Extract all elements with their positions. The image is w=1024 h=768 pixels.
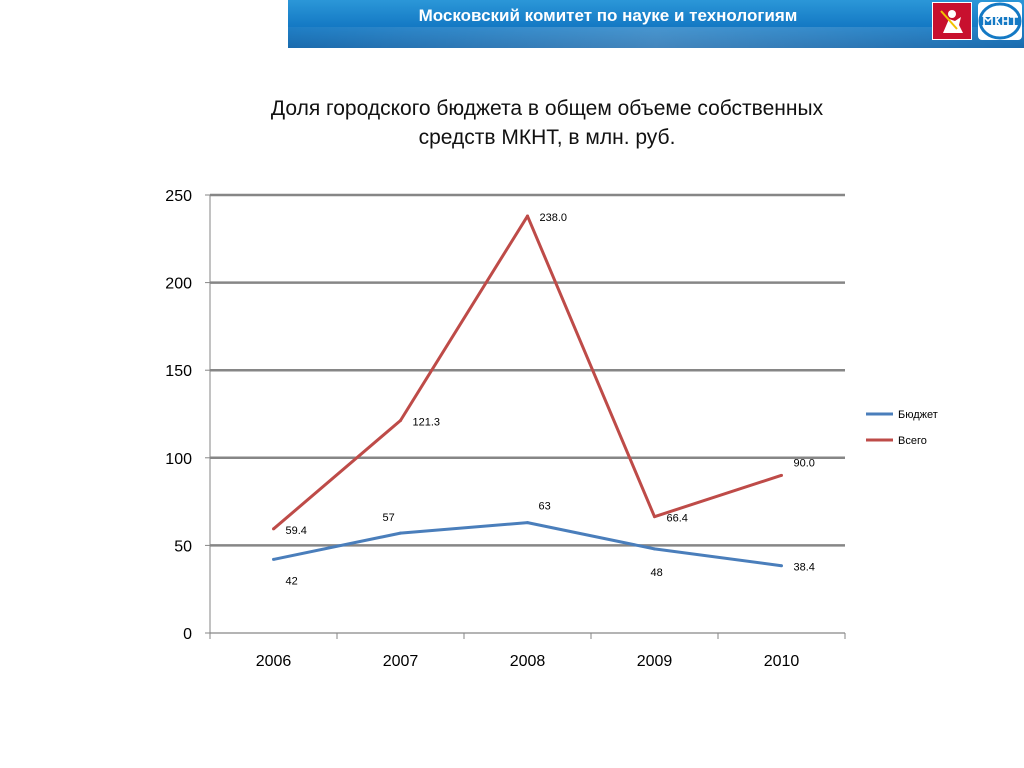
- data-label: 38.4: [794, 562, 815, 574]
- data-point: [526, 521, 529, 525]
- chart-title-line-1: Доля городского бюджета в общем объеме с…: [270, 97, 824, 120]
- data-label: 57: [383, 512, 395, 524]
- x-tick-label: 2009: [637, 653, 673, 670]
- y-tick-label: 150: [165, 363, 192, 380]
- data-point: [399, 531, 402, 535]
- y-tick-label: 50: [174, 538, 192, 555]
- moscow-coat-of-arms-logo: [932, 2, 972, 40]
- header-streak: [288, 27, 1024, 48]
- header-title: Московский комитет по науке и технология…: [418, 6, 798, 25]
- header-bar: Московский комитет по науке и технология…: [288, 0, 1024, 48]
- y-tick-label: 100: [165, 451, 192, 468]
- legend-label: Всего: [898, 435, 927, 447]
- data-label: 238.0: [540, 212, 568, 224]
- legend-label: Бюджет: [898, 409, 938, 421]
- data-point: [780, 564, 783, 568]
- data-label: 66.4: [667, 513, 688, 525]
- data-label: 59.4: [286, 525, 307, 537]
- chart-title-line-2: средств МКНТ, в млн. руб.: [418, 126, 676, 149]
- x-tick-label: 2008: [510, 653, 546, 670]
- data-label: 48: [651, 567, 663, 579]
- y-tick-label: 0: [183, 626, 192, 643]
- data-point: [653, 547, 656, 551]
- data-point: [272, 557, 275, 561]
- mknt-logo: [978, 2, 1022, 40]
- data-point: [272, 527, 275, 531]
- x-tick-label: 2010: [764, 653, 800, 670]
- data-label: 42: [286, 575, 298, 587]
- data-point: [653, 515, 656, 519]
- data-label: 121.3: [413, 416, 441, 428]
- data-point: [399, 418, 402, 422]
- data-point: [780, 473, 783, 477]
- y-tick-label: 250: [165, 188, 192, 205]
- data-label: 63: [539, 501, 551, 513]
- x-tick-label: 2007: [383, 653, 419, 670]
- data-label: 90.0: [794, 457, 815, 469]
- x-tick-label: 2006: [256, 653, 292, 670]
- chart-title: Доля городского бюджета в общем объеме с…: [200, 94, 894, 152]
- y-tick-label: 200: [165, 276, 192, 293]
- data-point: [526, 214, 529, 218]
- series-line-total: [272, 214, 782, 531]
